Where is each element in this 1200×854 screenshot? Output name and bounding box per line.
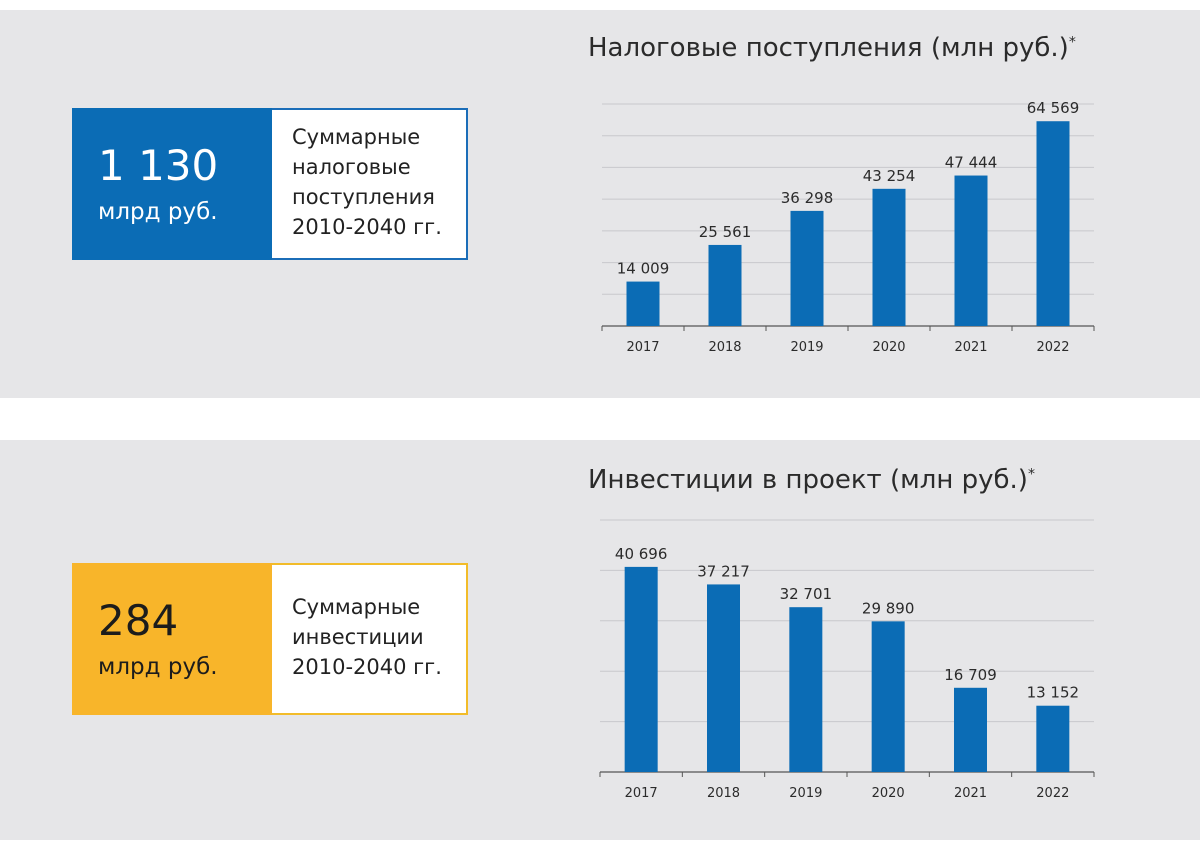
tax-kpi-card: 1 130 млрд руб. Суммарные налоговые пост… — [72, 108, 468, 260]
investment-kpi-card: 284 млрд руб. Суммарные инвестиции 2010-… — [72, 563, 468, 715]
investment-chart-title: Инвестиции в проект (млн руб.)* — [588, 464, 1035, 496]
investment-chart-value-label: 32 701 — [780, 585, 833, 603]
investment-chart-value-label: 13 152 — [1027, 684, 1080, 702]
tax-chart-bar — [708, 244, 742, 326]
investment-chart-bar — [707, 584, 740, 772]
tax-chart-value-label: 36 298 — [781, 189, 834, 207]
tax-chart-value-label: 47 444 — [945, 154, 998, 172]
tax-chart-bar — [1036, 121, 1070, 326]
tax-kpi-line: Суммарные — [292, 125, 421, 149]
tax-chart-title: Налоговые поступления (млн руб.)* — [588, 32, 1076, 64]
tax-chart-value-label: 25 561 — [699, 223, 752, 241]
tax-chart-value-label: 14 009 — [617, 260, 670, 278]
investment-panel: 284 млрд руб. Суммарные инвестиции 2010-… — [0, 440, 1200, 840]
investment-chart-category-label: 2021 — [954, 786, 987, 801]
tax-chart-title-text: Налоговые поступления (млн руб.) — [588, 33, 1069, 63]
investment-chart-category-label: 2018 — [707, 786, 740, 801]
tax-kpi-box: 1 130 млрд руб. — [72, 108, 272, 260]
investment-chart-bar — [954, 687, 987, 772]
tax-chart-bar — [626, 281, 660, 326]
investment-chart-bar — [871, 621, 905, 772]
investment-kpi-line: 2010-2040 гг. — [292, 655, 442, 679]
investment-kpi-line: Суммарные — [292, 595, 421, 619]
tax-kpi-unit: млрд руб. — [98, 199, 218, 225]
investment-chart-value-label: 37 217 — [697, 562, 750, 580]
tax-chart-category-label: 2017 — [626, 340, 659, 355]
tax-chart-category-label: 2018 — [708, 340, 741, 355]
investment-chart-category-label: 2020 — [872, 786, 905, 801]
investment-chart-value-label: 29 890 — [862, 599, 915, 617]
tax-kpi-description: Суммарные налоговые поступления 2010-204… — [292, 122, 462, 242]
investment-chart-title-footnote-mark: * — [1027, 466, 1035, 483]
investment-bar-chart: 40 696 2017 37 217 2018 32 701 2019 29 890 2020… — [599, 519, 1095, 801]
tax-chart-category-label: 2019 — [790, 340, 823, 355]
investment-chart-bar — [789, 607, 823, 772]
investment-kpi-box: 284 млрд руб. — [72, 563, 272, 715]
investment-kpi-description: Суммарные инвестиции 2010-2040 гг. — [292, 592, 462, 682]
tax-chart-title-footnote-mark: * — [1068, 34, 1076, 51]
tax-kpi-line: налоговые — [292, 155, 411, 179]
investment-chart-value-label: 16 709 — [944, 666, 997, 684]
investment-chart-category-label: 2017 — [625, 786, 658, 801]
tax-chart-value-label: 64 569 — [1027, 99, 1080, 117]
investment-chart-category-label: 2022 — [1036, 786, 1069, 801]
investment-chart-category-label: 2019 — [789, 786, 822, 801]
investment-chart-title-text: Инвестиции в проект (млн руб.) — [588, 465, 1028, 495]
investment-kpi-unit: млрд руб. — [98, 654, 218, 680]
tax-chart-bar — [872, 188, 906, 326]
investment-kpi-line: инвестиции — [292, 625, 424, 649]
tax-revenue-panel: 1 130 млрд руб. Суммарные налоговые пост… — [0, 10, 1200, 398]
tax-chart-bar — [790, 210, 824, 326]
investment-chart-value-label: 40 696 — [615, 545, 668, 563]
tax-bar-chart: 14 009 2017 25 561 2018 36 298 2019 43 254 2020… — [601, 99, 1095, 355]
tax-kpi-line: поступления — [292, 185, 435, 209]
tax-chart-category-label: 2022 — [1036, 340, 1069, 355]
tax-kpi-line: 2010-2040 гг. — [292, 215, 442, 239]
tax-chart-value-label: 43 254 — [863, 167, 916, 185]
tax-chart-category-label: 2020 — [872, 340, 905, 355]
investment-chart-bar — [624, 566, 658, 772]
tax-chart-bar — [954, 175, 988, 326]
investment-chart-bar — [1036, 705, 1070, 772]
tax-kpi-value: 1 130 — [98, 141, 219, 190]
tax-chart-category-label: 2021 — [954, 340, 987, 355]
investment-kpi-value: 284 — [98, 596, 179, 645]
